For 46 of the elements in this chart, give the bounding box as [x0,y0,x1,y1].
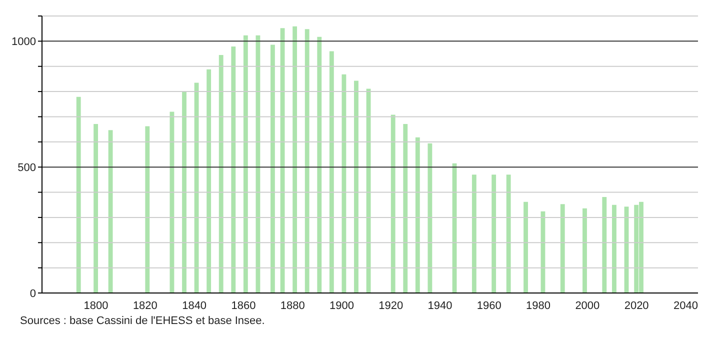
bar [524,202,528,293]
bar [270,44,275,293]
x-tick-label: 1840 [182,300,207,312]
bar [108,130,113,293]
bar [342,74,346,293]
bar [428,143,432,293]
bar [582,208,587,293]
bar [560,204,565,293]
x-tick-label: 2040 [673,300,698,312]
x-tick-label: 1860 [231,300,256,312]
bar [218,55,224,293]
bar [243,35,248,293]
bar [182,92,186,293]
bar [506,174,511,293]
bar [76,96,81,293]
bar [231,46,236,293]
y-tick-label: 1000 [12,36,36,48]
bar [145,126,150,293]
bar [354,80,358,293]
bar [492,174,496,293]
bar [602,197,607,293]
y-tick-label: 0 [30,288,36,300]
bar [403,124,408,293]
bar [94,124,98,293]
bar [329,51,334,293]
bar [304,29,310,293]
source-note: Sources : base Cassini de l'EHESS et base Insee. [20,315,266,327]
x-tick-label: 1820 [132,300,158,312]
x-tick-label: 1960 [476,300,502,312]
bar [415,137,420,293]
x-tick-label: 2000 [575,300,600,312]
x-tick-label: 1880 [280,300,305,312]
y-tick-label: 500 [18,162,36,174]
bar [194,82,199,293]
x-tick-label: 1800 [84,300,108,312]
bar [292,26,298,293]
bar [472,174,476,293]
x-tick-label: 1920 [378,300,404,312]
x-tick-label: 1900 [330,300,354,312]
x-tick-label: 1940 [428,300,452,312]
x-tick-label: 1980 [526,300,551,312]
x-tick-label: 2020 [624,300,649,312]
bar [390,114,396,293]
bar [317,36,322,293]
bar [612,204,616,293]
bar [206,69,212,293]
